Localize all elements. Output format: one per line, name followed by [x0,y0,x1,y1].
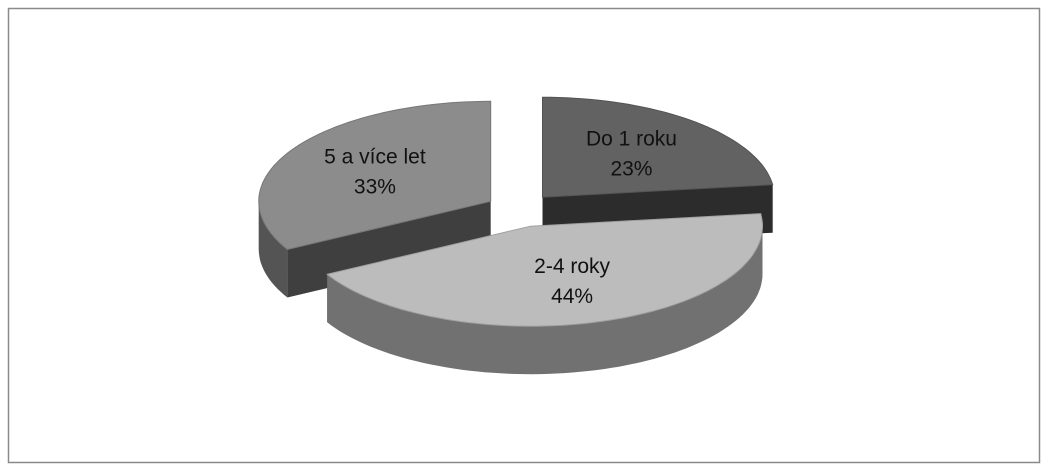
slice-category-label: 5 a více let [324,145,426,168]
slice [258,100,492,251]
slice-value-label: 44% [551,285,593,308]
slice [326,213,763,327]
slice-category-label: Do 1 roku [586,127,677,150]
slice-value-label: 23% [610,157,652,180]
slice-side [258,201,288,298]
slice-side [327,226,763,375]
slice [326,213,763,375]
slice [542,96,774,198]
slice-value-label: 33% [354,175,396,198]
slice-category-label: 2-4 roky [534,255,610,278]
